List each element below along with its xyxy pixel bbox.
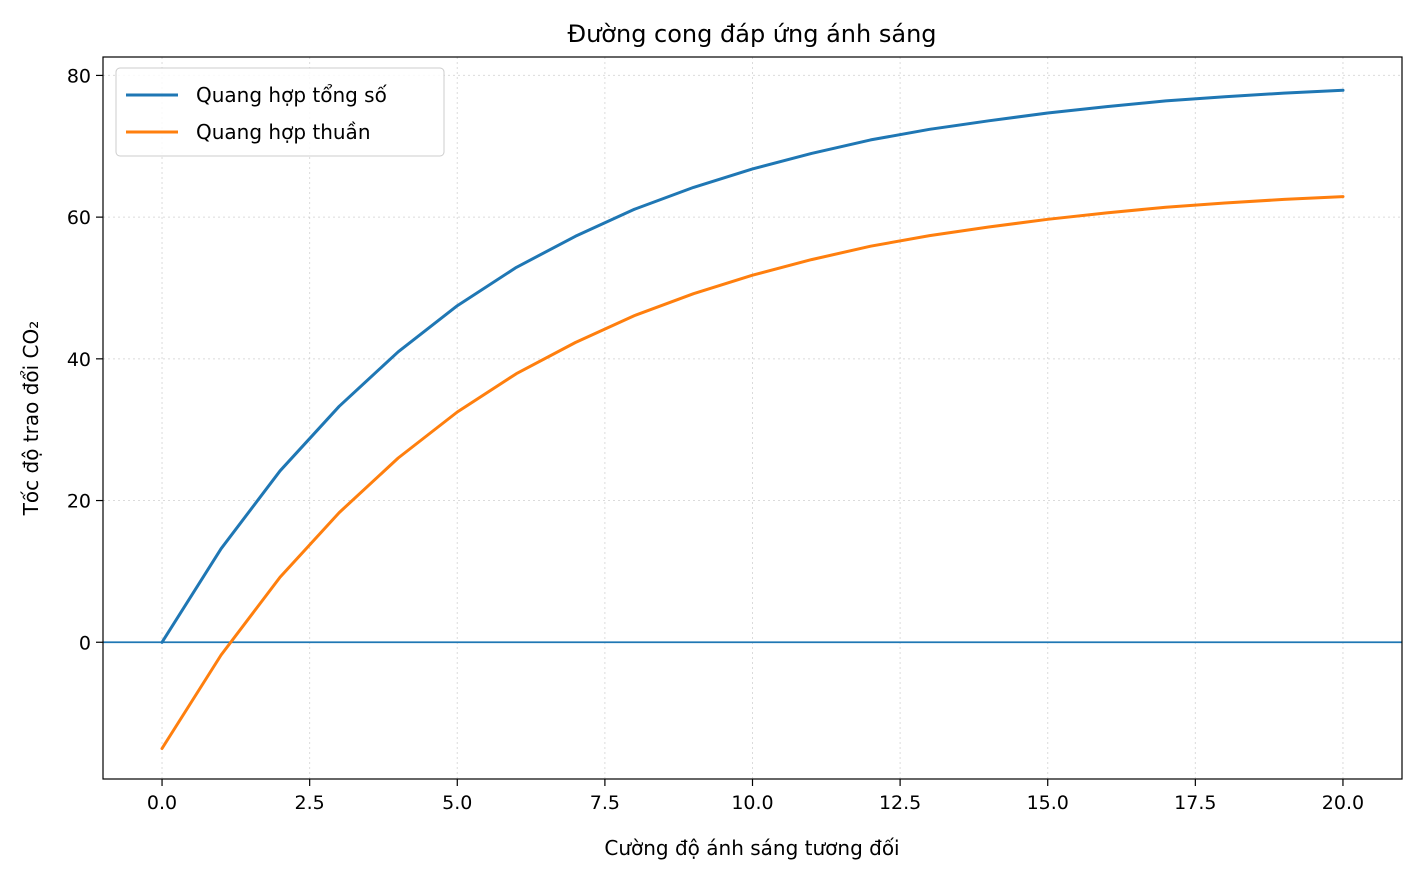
legend-label-net: Quang hợp thuần (196, 120, 371, 144)
chart-title: Đường cong đáp ứng ánh sáng (567, 20, 936, 48)
x-tick-label: 7.5 (590, 792, 620, 814)
x-tick-label: 12.5 (879, 792, 921, 814)
x-tick-label: 2.5 (295, 792, 325, 814)
series-line-net (160, 195, 1345, 750)
x-tick-label: 5.0 (442, 792, 472, 814)
legend-box (115, 67, 445, 157)
tick-layer: 0.0 2.5 5.0 7.5 10.0 12.5 15.0 17.5 20.0 0 20 40 60 8… (67, 65, 1364, 814)
series-line-gross (160, 88, 1345, 644)
y-axis-label: Tốc độ trao đổi CO₂ (19, 321, 43, 517)
y-tick-label: 80 (67, 65, 91, 87)
y-tick-label: 40 (67, 349, 91, 371)
x-tick-label: 17.5 (1174, 792, 1216, 814)
y-tick-label: 20 (67, 491, 91, 513)
legend: Quang hợp tổng số Quang hợp thuần (115, 67, 445, 157)
series-layer (160, 88, 1345, 750)
y-tick-label: 0 (79, 632, 91, 654)
x-tick-label: 0.0 (147, 792, 177, 814)
legend-label-gross: Quang hợp tổng số (196, 83, 388, 107)
x-axis-label: Cường độ ánh sáng tương đối (604, 836, 899, 860)
x-tick-label: 20.0 (1322, 792, 1364, 814)
y-tick-label: 60 (67, 207, 91, 229)
x-tick-label: 10.0 (731, 792, 773, 814)
x-tick-label: 15.0 (1027, 792, 1069, 814)
